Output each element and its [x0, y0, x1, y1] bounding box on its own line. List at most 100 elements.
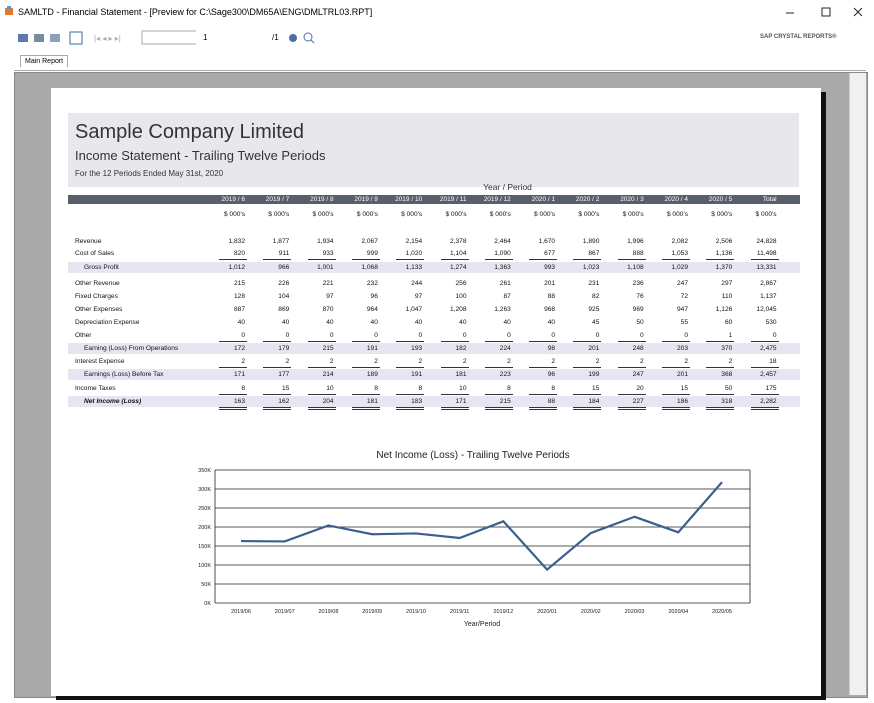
cell-value: 370: [692, 345, 732, 352]
underline: [529, 407, 557, 408]
cell-value: 232: [338, 280, 378, 287]
x-tick-label: 2020/03: [625, 609, 645, 615]
cell-value: 15: [648, 385, 688, 392]
x-tick-label: 2019/06: [231, 609, 251, 615]
cell-value: 2: [205, 358, 245, 365]
cell-value: 162: [249, 398, 289, 405]
cell-value: 215: [294, 345, 334, 352]
cell-value: 1,832: [205, 238, 245, 245]
cell-value: 0: [515, 332, 555, 339]
cell-value: 1,020: [382, 250, 422, 257]
cell-value: 100: [427, 293, 467, 300]
underline: [573, 259, 601, 260]
row-label: Other Revenue: [75, 280, 120, 287]
cell-value: 2,867: [737, 280, 777, 287]
cell-value: 911: [249, 250, 289, 257]
underline: [618, 341, 646, 342]
cell-value: 186: [648, 398, 688, 405]
unit-label: $ 000's: [427, 211, 467, 218]
column-header: 2020 / 4: [648, 196, 688, 203]
cell-value: 1,012: [205, 264, 245, 271]
cell-value: 318: [692, 398, 732, 405]
x-tick-label: 2019/11: [450, 609, 469, 615]
cell-value: 98: [515, 345, 555, 352]
cell-value: 820: [205, 250, 245, 257]
cell-value: 128: [205, 293, 245, 300]
column-header: 2019 / 11: [427, 196, 467, 203]
cell-value: 97: [294, 293, 334, 300]
cell-value: 20: [604, 385, 644, 392]
cell-value: 0: [382, 332, 422, 339]
double-underline: [485, 409, 513, 410]
underline: [529, 341, 557, 342]
row-label: Cost of Sales: [75, 250, 114, 257]
cell-value: 244: [382, 280, 422, 287]
cell-value: 11,498: [737, 250, 777, 257]
cell-value: 50: [604, 319, 644, 326]
cell-value: 189: [338, 371, 378, 378]
cell-value: 2: [427, 358, 467, 365]
row-label: Income Taxes: [75, 385, 116, 392]
cell-value: 999: [338, 250, 378, 257]
cell-value: 1,363: [471, 264, 511, 271]
cell-value: 8: [471, 385, 511, 392]
underline: [618, 407, 646, 408]
cell-value: 947: [648, 306, 688, 313]
underline: [706, 407, 734, 408]
cell-value: 887: [205, 306, 245, 313]
cell-value: 1,047: [382, 306, 422, 313]
row-label: Other: [75, 332, 92, 339]
double-underline: [529, 409, 557, 410]
cell-value: 97: [382, 293, 422, 300]
cell-value: 104: [249, 293, 289, 300]
underline: [706, 367, 734, 368]
underline: [573, 367, 601, 368]
cell-value: 183: [382, 398, 422, 405]
underline: [308, 394, 336, 395]
cell-value: 1,090: [471, 250, 511, 257]
unit-label: $ 000's: [515, 211, 555, 218]
cell-value: 1,137: [737, 293, 777, 300]
cell-value: 964: [338, 306, 378, 313]
column-header: 2020 / 5: [692, 196, 732, 203]
x-tick-label: 2020/05: [712, 609, 732, 615]
column-header: 2019 / 7: [249, 196, 289, 203]
cell-value: 8: [205, 385, 245, 392]
underline: [352, 367, 380, 368]
x-axis-label: Year/Period: [464, 621, 500, 628]
x-tick-label: 2020/02: [581, 609, 601, 615]
cell-value: 888: [604, 250, 644, 257]
cell-value: 2: [338, 358, 378, 365]
cell-value: 1,263: [471, 306, 511, 313]
cell-value: 297: [692, 280, 732, 287]
cell-value: 13,331: [737, 264, 777, 271]
y-tick-label: 150K: [198, 544, 211, 550]
row-label: Net Income (Loss): [84, 398, 141, 405]
line-series: [241, 482, 722, 569]
underline: [529, 394, 557, 395]
underline: [219, 259, 247, 260]
underline: [662, 394, 690, 395]
cell-value: 40: [205, 319, 245, 326]
underline: [751, 341, 779, 342]
underline: [219, 341, 247, 342]
cell-value: 2,154: [382, 238, 422, 245]
cell-value: 193: [382, 345, 422, 352]
cell-value: 204: [294, 398, 334, 405]
cell-value: 2: [249, 358, 289, 365]
cell-value: 40: [471, 319, 511, 326]
underline: [618, 367, 646, 368]
column-header: 2019 / 9: [338, 196, 378, 203]
cell-value: 966: [249, 264, 289, 271]
underline: [352, 394, 380, 395]
cell-value: 191: [338, 345, 378, 352]
x-tick-label: 2019/08: [319, 609, 339, 615]
cell-value: 261: [471, 280, 511, 287]
underline: [662, 407, 690, 408]
y-tick-label: 250K: [198, 506, 211, 512]
cell-value: 88: [515, 293, 555, 300]
double-underline: [441, 409, 469, 410]
cell-value: 215: [205, 280, 245, 287]
underline: [573, 394, 601, 395]
underline: [529, 259, 557, 260]
